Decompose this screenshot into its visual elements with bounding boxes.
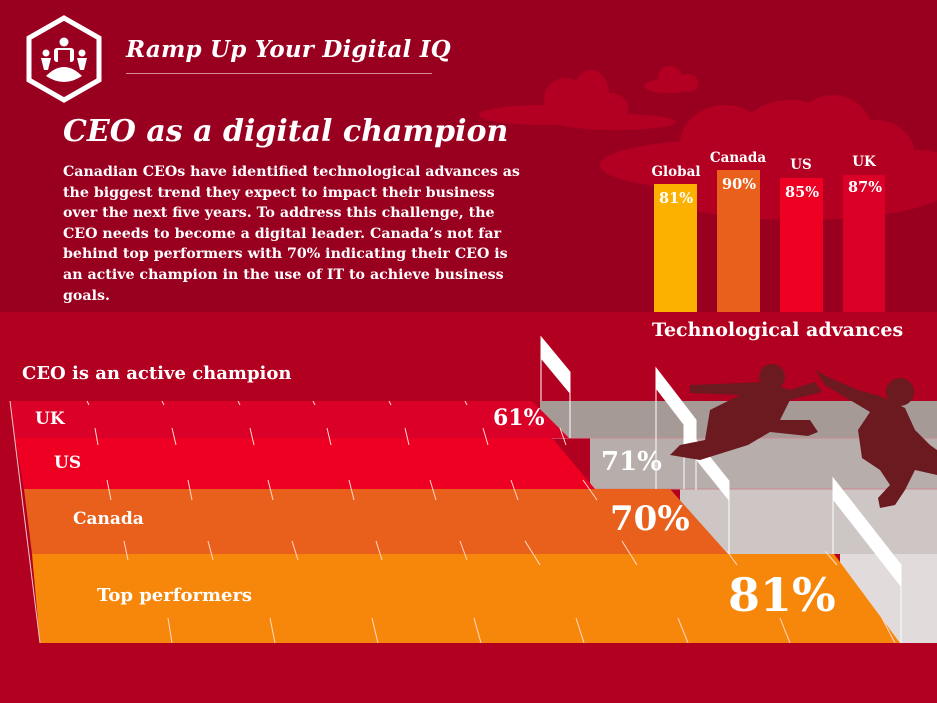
bar-value: 85% xyxy=(785,184,819,201)
title-divider xyxy=(126,73,432,74)
row-label-uk: UK xyxy=(35,409,65,429)
bar-label: Canada xyxy=(709,150,767,166)
bar-value: 90% xyxy=(722,176,756,193)
tech-chart-label: Technological advances xyxy=(652,319,904,341)
row-value-top-performers: 81% xyxy=(728,568,836,622)
header-section: Ramp Up Your Digital IQ CEO as a digital… xyxy=(0,0,937,312)
bar-label: Global xyxy=(651,164,701,180)
champion-chart-title: CEO is an active champion xyxy=(22,363,292,384)
bar-value: 81% xyxy=(659,190,693,207)
row-value-uk: 61% xyxy=(493,405,545,431)
people-meeting-hexagon-icon xyxy=(26,15,102,103)
footer-band xyxy=(0,643,937,703)
row-value-us: 71% xyxy=(601,447,662,477)
jumping-athletes-icon xyxy=(670,364,937,508)
bar-label: US xyxy=(790,157,812,173)
row-label-canada: Canada xyxy=(73,509,144,529)
section-title: CEO as a digital champion xyxy=(63,114,509,149)
intro-paragraph: Canadian CEOs have identified technologi… xyxy=(63,164,520,304)
bar-value: 87% xyxy=(848,179,882,196)
row-label-us: US xyxy=(54,453,82,473)
row-label-top-performers: Top performers xyxy=(97,585,253,606)
row-value-canada: 70% xyxy=(610,499,690,539)
hurdle-steps-chart xyxy=(9,335,937,644)
brand-title: Ramp Up Your Digital IQ xyxy=(126,36,451,63)
bar-label: UK xyxy=(852,154,876,170)
